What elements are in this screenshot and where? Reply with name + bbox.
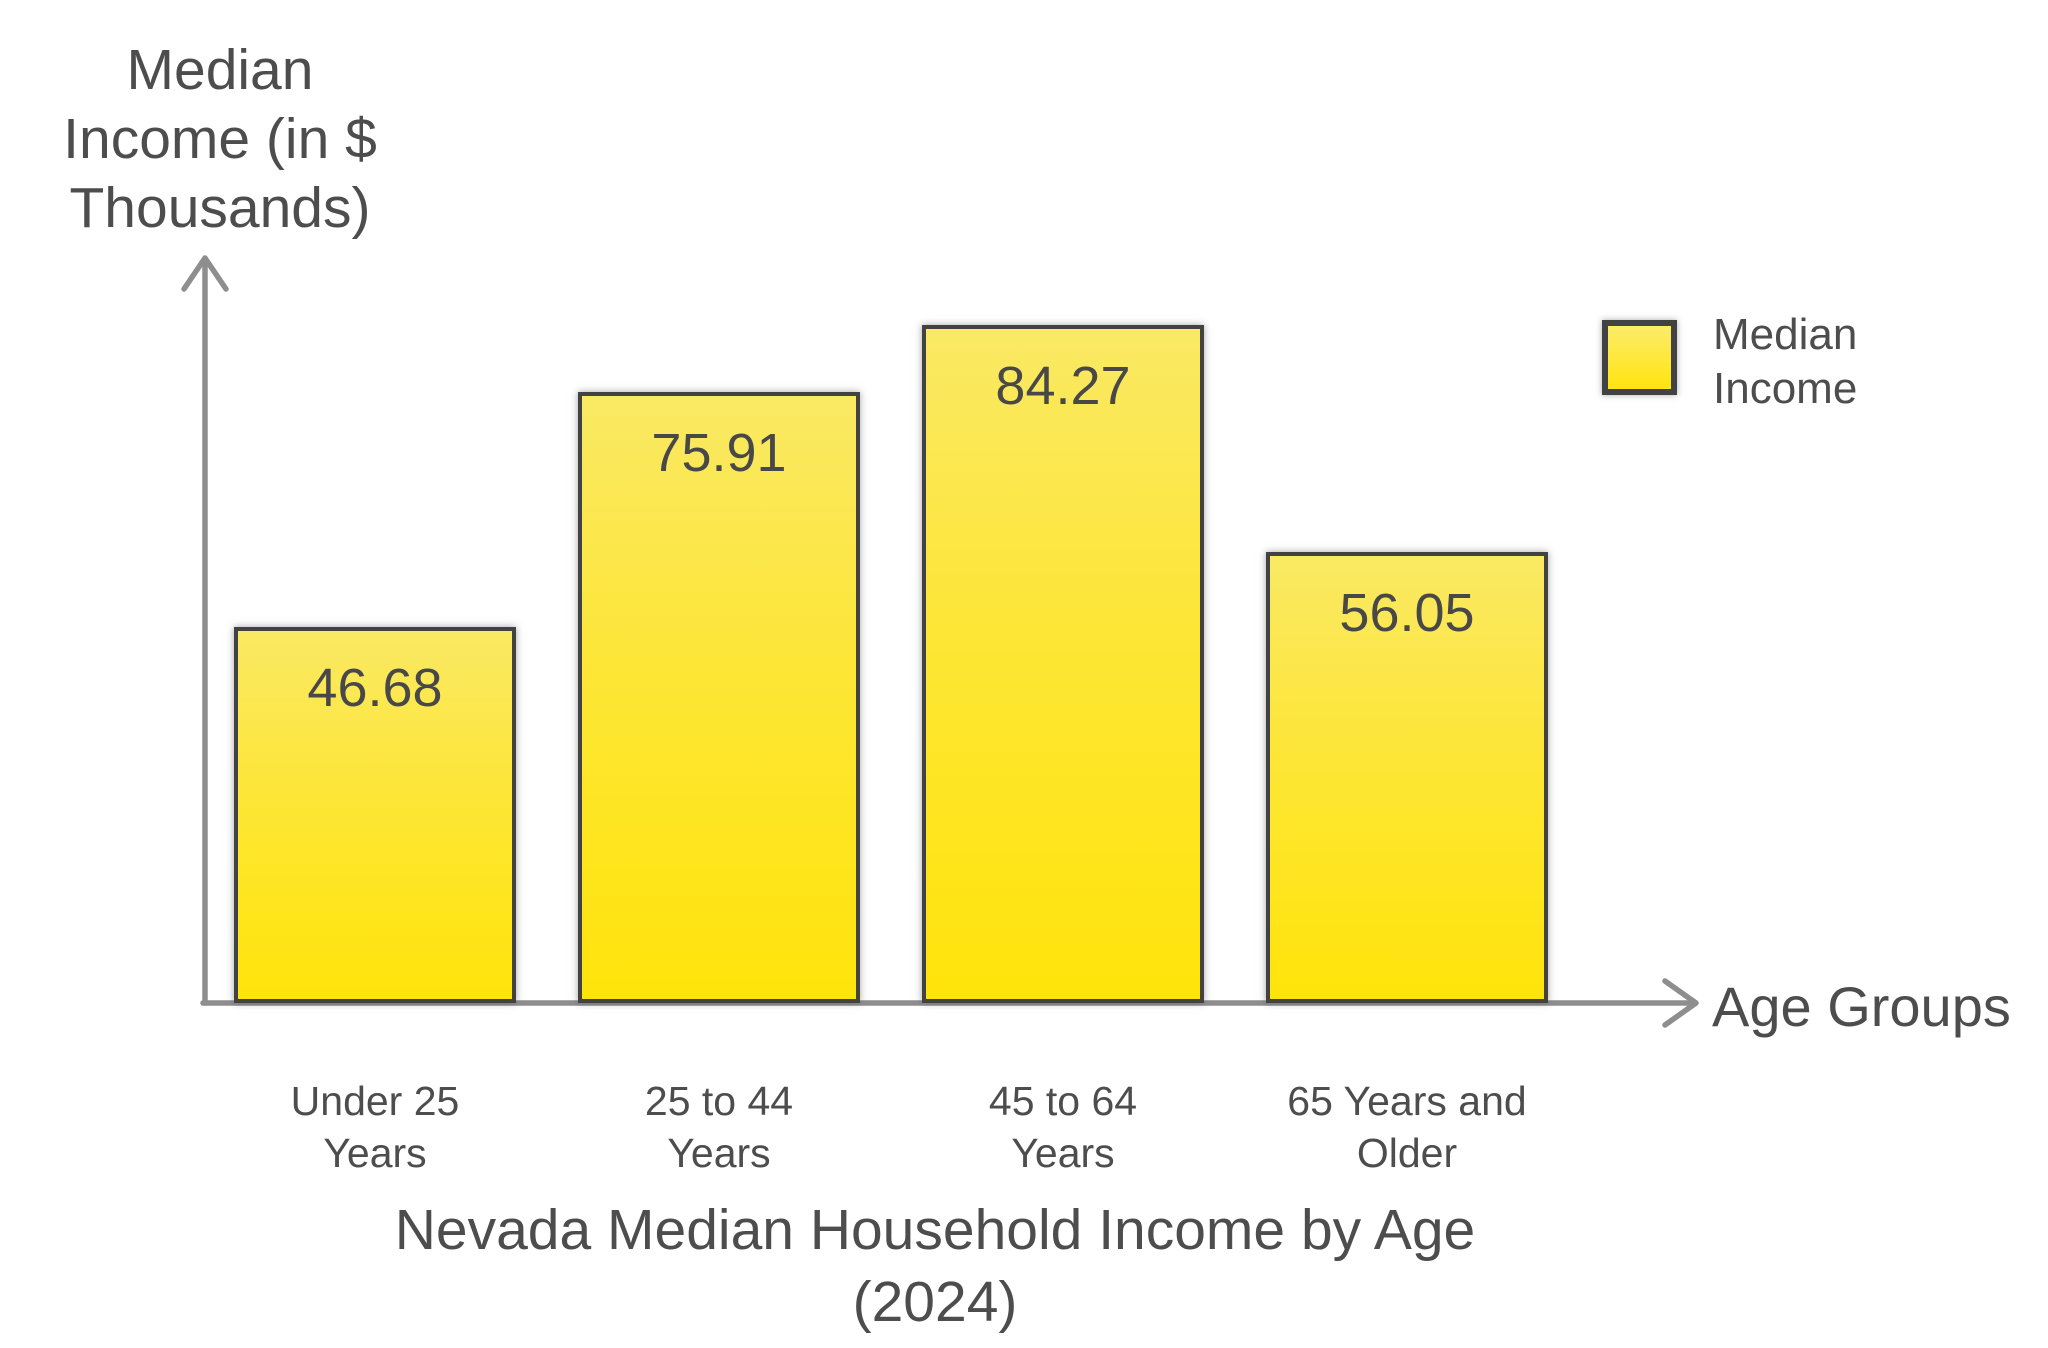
bar-value-label: 56.05	[1339, 583, 1475, 643]
legend-label: Median Income	[1713, 310, 1858, 413]
y-axis-title-line: Thousands)	[69, 176, 371, 240]
chart-title-line: Nevada Median Household Income by Age	[394, 1198, 1476, 1262]
legend-swatch-icon	[1602, 320, 1677, 395]
x-tick-line: Years	[323, 1130, 427, 1176]
x-tick-line: Older	[1356, 1130, 1458, 1176]
x-tick-line: Years	[1011, 1130, 1115, 1176]
x-tick-line: 45 to 64	[988, 1078, 1138, 1124]
y-axis-title-line: Median	[126, 38, 314, 102]
bar-value-label: 75.91	[651, 423, 787, 483]
bar-65-years-and-older[interactable]: 56.05	[1266, 552, 1548, 1003]
y-axis-arrow-icon	[181, 255, 229, 292]
x-tick-25-to-44-years: 25 to 44 Years	[549, 1075, 889, 1179]
x-tick-45-to-64-years: 45 to 64 Years	[893, 1075, 1233, 1179]
x-axis-arrow-icon	[1662, 978, 1699, 1028]
bar-value-label: 84.27	[995, 356, 1131, 416]
y-axis-title: Median Income (in $ Thousands)	[30, 36, 410, 243]
bar-45-to-64-years[interactable]: 84.27	[922, 325, 1204, 1003]
chart-title-line: (2024)	[852, 1270, 1018, 1334]
legend: Median Income	[1602, 310, 1943, 416]
bar-under-25-years[interactable]: 46.68	[234, 627, 516, 1003]
bar-value-label: 46.68	[307, 658, 443, 718]
x-tick-under-25-years: Under 25 Years	[205, 1075, 545, 1179]
x-tick-line: 65 Years and	[1287, 1078, 1527, 1124]
chart-title: Nevada Median Household Income by Age (2…	[310, 1194, 1560, 1338]
x-tick-line: Years	[667, 1130, 771, 1176]
x-axis-title: Age Groups	[1712, 975, 2011, 1038]
bar-25-to-44-years[interactable]: 75.91	[578, 392, 860, 1003]
y-axis-title-line: Income (in $	[63, 107, 377, 171]
x-tick-line: 25 to 44	[644, 1078, 794, 1124]
x-tick-65-years-and-older: 65 Years and Older	[1237, 1075, 1577, 1179]
x-tick-line: Under 25	[290, 1078, 460, 1124]
